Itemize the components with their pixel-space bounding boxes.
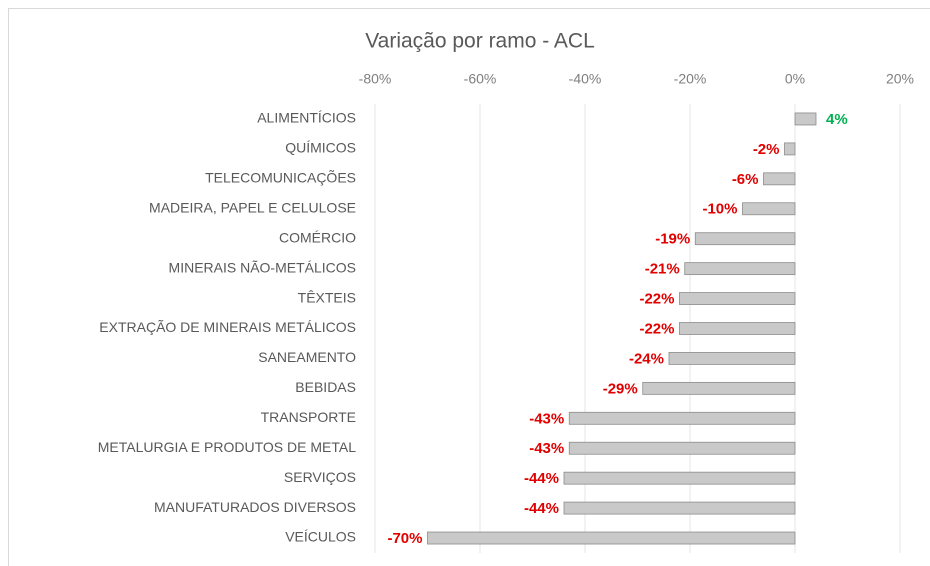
x-tick-label: -20% [674, 71, 707, 87]
category-label: VEÍCULOS [285, 529, 356, 545]
bar [427, 531, 796, 545]
category-label: ALIMENTÍCIOS [257, 110, 356, 126]
category-label: MINERAIS NÃO-METÁLICOS [169, 259, 356, 275]
bar [684, 262, 796, 276]
bar [679, 292, 796, 305]
bar [694, 232, 796, 246]
bar [794, 112, 817, 126]
value-label: -24% [629, 350, 664, 367]
category-label: TÊXTEIS [298, 289, 356, 305]
value-label: -21% [645, 261, 680, 278]
bar [784, 142, 796, 156]
x-tick-label: 20% [886, 71, 914, 87]
value-label: -70% [387, 530, 422, 547]
category-label: MADEIRA, PAPEL E CELULOSE [149, 199, 356, 215]
category-label: BEBIDAS [295, 379, 356, 395]
bar [568, 411, 796, 425]
x-tick-label: -40% [569, 71, 602, 87]
category-label: MANUFATURADOS DIVERSOS [154, 499, 356, 515]
category-label: TRANSPORTE [261, 409, 356, 425]
value-label: -6% [732, 171, 759, 188]
value-label: -22% [639, 320, 674, 337]
bar [763, 172, 796, 186]
value-label: -44% [524, 470, 559, 487]
category-label: SERVIÇOS [284, 469, 356, 485]
value-label: -44% [524, 500, 559, 517]
category-label: QUÍMICOS [285, 140, 356, 156]
category-label: METALURGIA E PRODUTOS DE METAL [98, 439, 356, 455]
bar [563, 471, 796, 485]
bar [679, 322, 796, 335]
chart-frame [8, 8, 930, 566]
bar [642, 381, 796, 395]
x-tick-label: -60% [464, 71, 497, 87]
value-label: -10% [702, 201, 737, 218]
category-label: COMÉRCIO [279, 229, 356, 245]
x-tick-label: 0% [785, 71, 805, 87]
value-label: -43% [529, 410, 564, 427]
bar [668, 352, 796, 365]
value-label: -29% [603, 380, 638, 397]
bar [563, 501, 796, 515]
category-label: EXTRAÇÃO DE MINERAIS METÁLICOS [99, 319, 356, 335]
value-label: -2% [753, 141, 780, 158]
category-label: SANEAMENTO [258, 349, 356, 365]
chart-title: Variação por ramo - ACL [365, 30, 595, 53]
bar [568, 441, 796, 455]
value-label: -19% [655, 231, 690, 248]
x-tick-label: -80% [359, 71, 392, 87]
value-label: -22% [639, 291, 674, 308]
value-label: 4% [826, 111, 848, 128]
value-label: -43% [529, 440, 564, 457]
category-label: TELECOMUNICAÇÕES [205, 170, 356, 186]
bar [742, 202, 796, 216]
